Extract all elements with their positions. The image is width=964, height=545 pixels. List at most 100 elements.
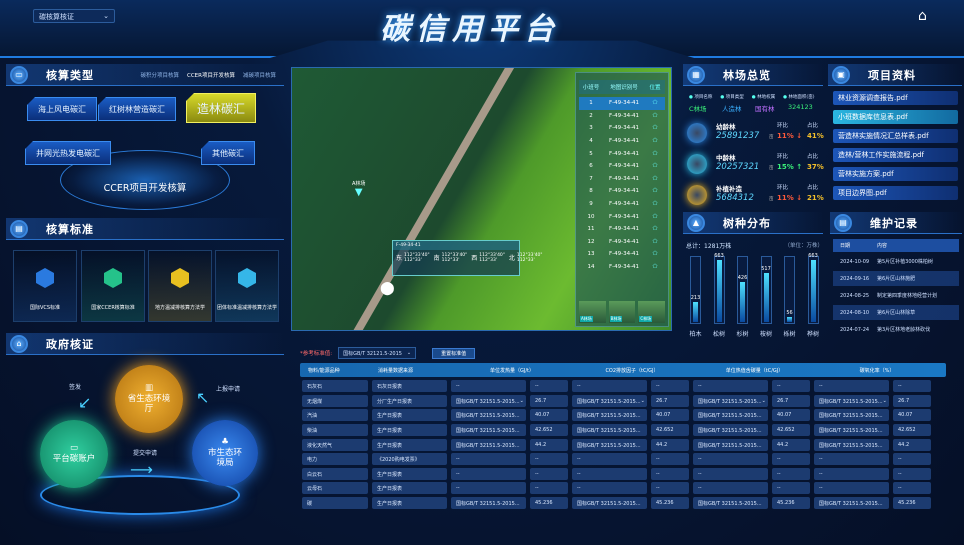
value-input[interactable]: -- (893, 453, 931, 466)
standard-select[interactable]: 国标GB/T 32151.5-2015... (814, 409, 889, 422)
standard-select[interactable]: 国标GB/T 32151.5-2015... ⌄ (693, 394, 768, 407)
value-input[interactable]: 42.652 (651, 424, 689, 437)
plot-row[interactable]: 7 F-49-34-41 ⬠ (579, 173, 665, 186)
file-link[interactable]: 营林实施方案.pdf (833, 167, 958, 181)
value-input[interactable]: 45.236 (530, 497, 568, 510)
standard-select[interactable]: -- (693, 453, 768, 466)
module-select[interactable]: 碳核算核证 ⌄ (33, 9, 115, 23)
plot-row[interactable]: 6 F-49-34-41 ⬠ (579, 160, 665, 173)
value-input[interactable]: 45.236 (651, 497, 689, 510)
standard-select[interactable]: 国标GB/T 32151.5-2015... (451, 438, 526, 451)
plot-row[interactable]: 12 F-49-34-41 ⬠ (579, 236, 665, 249)
value-input[interactable]: -- (651, 482, 689, 495)
location-pin-icon[interactable]: ⬤ (380, 281, 395, 296)
tab-points[interactable]: 碳积分项目核算 (140, 72, 179, 79)
type-button-mangrove[interactable]: 红树林营造碳汇 (98, 97, 176, 121)
value-input[interactable]: -- (530, 482, 568, 495)
value-input[interactable]: 44.2 (530, 438, 568, 451)
standard-select[interactable]: 国标GB/T 32151.5-2015... (572, 497, 647, 510)
record-row[interactable]: 2024-09-16 第6片区山林施肥 (833, 271, 959, 286)
polygon-locate-icon[interactable]: ⬠ (652, 251, 658, 258)
standard-select[interactable]: 国标GB/T 32151.5-2015... (451, 424, 526, 437)
standard-select[interactable]: 国标GB/T 32151.5-2015... (693, 438, 768, 451)
standard-select[interactable]: -- (693, 482, 768, 495)
value-input[interactable]: 42.652 (893, 424, 931, 437)
standard-select[interactable]: -- (814, 453, 889, 466)
value-input[interactable]: -- (530, 453, 568, 466)
polygon-locate-icon[interactable]: ⬠ (652, 188, 658, 195)
plot-row[interactable]: 9 F-49-34-41 ⬠ (579, 198, 665, 211)
value-input[interactable]: -- (651, 453, 689, 466)
value-input[interactable]: 40.07 (530, 409, 568, 422)
standard-select[interactable]: 国标GB/T 32151.5-2015... (693, 497, 768, 510)
standard-select[interactable]: 国标GB/T 32151.5-2015... (451, 409, 526, 422)
province-node[interactable]: ▥ 省生态环境厅 (115, 365, 183, 433)
standard-select[interactable]: 国标GB/T 32151.5-2015... (572, 409, 647, 422)
value-input[interactable]: -- (530, 467, 568, 480)
reset-standard-button[interactable]: 重置标准值 (432, 347, 476, 359)
standard-select[interactable]: -- (572, 380, 647, 393)
standard-select[interactable]: -- (693, 380, 768, 393)
plot-row[interactable]: 1 F-49-34-41 ⬠ (579, 97, 665, 110)
plot-row[interactable]: 13 F-49-34-41 ⬠ (579, 248, 665, 261)
plot-row[interactable]: 8 F-49-34-41 ⬠ (579, 185, 665, 198)
tab-reduction[interactable]: 减碳项目核算 (242, 72, 276, 79)
file-link[interactable]: 林业资源调查报告.pdf (833, 91, 958, 105)
value-input[interactable]: 26.7 (772, 394, 810, 407)
standard-select[interactable]: -- (572, 482, 647, 495)
standard-select[interactable]: 国标GB/T 32151.5-2015... (814, 424, 889, 437)
value-input[interactable]: -- (772, 380, 810, 393)
record-row[interactable]: 2024-08-25 制定第四季度林地经营计划 (833, 288, 959, 303)
ref-standard-select[interactable]: 国标GB/T 32121.5-2015 ⌄ (338, 347, 417, 359)
standard-select[interactable]: -- (451, 380, 526, 393)
standard-select[interactable]: -- (451, 482, 526, 495)
polygon-locate-icon[interactable]: ⬠ (652, 226, 658, 233)
value-input[interactable]: 26.7 (651, 394, 689, 407)
plot-row[interactable]: 5 F-49-34-41 ⬠ (579, 147, 665, 160)
value-input[interactable]: -- (772, 482, 810, 495)
standard-select[interactable]: -- (572, 467, 647, 480)
value-input[interactable]: 42.652 (530, 424, 568, 437)
forest-thumbnail[interactable]: C林场 (638, 301, 666, 323)
value-input[interactable]: 26.7 (530, 394, 568, 407)
file-link[interactable]: 造林/营林工作实施流程.pdf (833, 148, 958, 162)
city-node[interactable]: ♣ 市生态环境局 (192, 420, 258, 486)
file-link[interactable]: 小班数据库信息表.pdf (833, 110, 958, 124)
home-icon[interactable]: ⌂ (918, 8, 927, 24)
value-input[interactable]: -- (893, 467, 931, 480)
polygon-locate-icon[interactable]: ⬠ (652, 264, 658, 271)
forest-map[interactable]: A林场 ▼ ⬤ F-49-34-41 东 112°33'40" 112°33' 南 112… (291, 67, 672, 331)
polygon-locate-icon[interactable]: ⬠ (652, 138, 658, 145)
standard-card[interactable]: 国际VCS标准 (13, 250, 77, 322)
value-input[interactable]: 26.7 (893, 394, 931, 407)
plot-row[interactable]: 3 F-49-34-41 ⬠ (579, 122, 665, 135)
value-input[interactable]: 44.2 (651, 438, 689, 451)
record-row[interactable]: 2024-07-24 第3片区林地老龄林砍伐 (833, 322, 959, 337)
polygon-locate-icon[interactable]: ⬠ (652, 112, 658, 119)
platform-node[interactable]: ▭ 平台碳账户 (40, 420, 108, 488)
standard-select[interactable]: 国标GB/T 32151.5-2015... (572, 424, 647, 437)
standard-select[interactable]: 国标GB/T 32151.5-2015... (693, 409, 768, 422)
standard-select[interactable]: -- (451, 453, 526, 466)
forest-thumbnail[interactable]: A林场 (579, 301, 606, 323)
polygon-locate-icon[interactable]: ⬠ (652, 150, 658, 157)
file-link[interactable]: 营造林实施情况汇总样表.pdf (833, 129, 958, 143)
polygon-locate-icon[interactable]: ⬠ (652, 100, 658, 107)
plot-row[interactable]: 2 F-49-34-41 ⬠ (579, 110, 665, 123)
standard-card[interactable]: 地方温减排核算方法学 (148, 250, 212, 322)
plot-row[interactable]: 14 F-49-34-41 ⬠ (579, 261, 665, 274)
standard-select[interactable]: 国标GB/T 32151.5-2015... ⌄ (814, 394, 889, 407)
value-input[interactable]: -- (530, 380, 568, 393)
standard-select[interactable]: -- (814, 467, 889, 480)
standard-select[interactable]: -- (572, 453, 647, 466)
polygon-locate-icon[interactable]: ⬠ (652, 238, 658, 245)
polygon-locate-icon[interactable]: ⬠ (652, 125, 658, 132)
standard-card[interactable]: 国家CCER核算标准 (81, 250, 145, 322)
map-marker[interactable]: A林场 ▼ (352, 180, 365, 198)
standard-select[interactable]: -- (814, 482, 889, 495)
standard-select[interactable]: 国标GB/T 32151.5-2015... (693, 424, 768, 437)
standard-select[interactable]: 国标GB/T 32151.5-2015... ⌄ (451, 394, 526, 407)
forest-thumbnail[interactable]: B林场 (608, 301, 636, 323)
value-input[interactable]: -- (772, 453, 810, 466)
standard-card[interactable]: 团体标准温减排核算方法学 (215, 250, 279, 322)
